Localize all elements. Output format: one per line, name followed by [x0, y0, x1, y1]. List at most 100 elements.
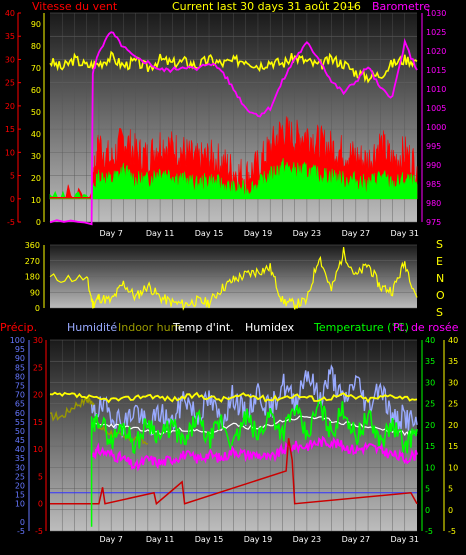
temp-outer-tick-label: 35 — [448, 357, 458, 366]
wind-axis-tick-label: 0 — [10, 195, 15, 204]
temp-outer-tick-label: 10 — [448, 463, 458, 472]
degree-axis-tick-label: 360 — [25, 241, 40, 250]
temp-outer-tick-label: 15 — [448, 442, 458, 451]
compass-label: S — [436, 238, 443, 251]
humidity-series-top — [49, 50, 418, 84]
humidity-axis-tick-label: 20 — [31, 174, 41, 183]
humidity-axis-tick-label: 40 — [31, 130, 41, 139]
temp-inner-tick-label: 0 — [425, 506, 430, 515]
x-tick-label: Day 15 — [195, 229, 224, 238]
temp-inner-tick-label: 40 — [425, 336, 435, 345]
baro-axis-tick-label: 1015 — [426, 66, 446, 75]
temperature-series — [90, 398, 418, 455]
x-tick-label: Day 19 — [244, 535, 273, 544]
precip-axis-tick-label: 100 — [10, 336, 25, 345]
temp-outer-tick-label: 40 — [448, 336, 458, 345]
precip-axis-tick-label: 85 — [15, 363, 25, 372]
temp-outer-tick-label: 0 — [448, 506, 453, 515]
precip-axis-tick-label: 65 — [15, 400, 25, 409]
humidity-axis-tick-label: 30 — [31, 152, 41, 161]
barometer-axis: 975 980 985 990 995 1000 1005 1010 1015 1020 1025 1… — [421, 9, 446, 227]
bottom-legend: Précip. Humidité Indoor hum Temp d'int. … — [0, 321, 459, 334]
humidity-axis-tick-label: 10 — [33, 445, 43, 454]
wind-speed-label: Vitesse du vent — [32, 0, 118, 13]
baro-axis-tick-label: 995 — [426, 142, 441, 151]
degree-axis-tick-label: 0 — [35, 304, 40, 313]
baro-axis-tick-label: 980 — [426, 199, 441, 208]
temperature-axis-outer: -5 0 5 10 15 20 25 30 35 40 — [443, 336, 458, 536]
wind-axis-tick-label: 40 — [5, 9, 15, 18]
wind-gust-series — [49, 158, 418, 200]
temperature-panel: -501015202530354045505560657075808590951… — [10, 336, 458, 544]
compass-label: E — [436, 255, 443, 268]
precip-axis-tick-label: 25 — [15, 472, 25, 481]
barometer-series — [49, 31, 418, 226]
humidity-axis-tick-label: 30 — [33, 336, 43, 345]
wind-axis-tick-label: 30 — [5, 55, 15, 64]
degree-axis-tick-label: 270 — [25, 257, 40, 266]
precip-axis-tick-label: 80 — [15, 372, 25, 381]
x-tick-label: Day 31 — [391, 229, 420, 238]
compass-label: O — [436, 289, 445, 302]
title-separator: --- — [343, 0, 355, 13]
humidity-series-bottom — [49, 391, 418, 404]
temp-inner-tick-label: 15 — [425, 442, 435, 451]
wind-axis-tick-label: -5 — [7, 218, 15, 227]
x-tick-label: Day 11 — [146, 535, 175, 544]
temp-outer-tick-label: 20 — [448, 421, 458, 430]
humidity-axis-tick-label: 5 — [38, 472, 43, 481]
wind-axis-tick-label: 35 — [5, 32, 15, 41]
x-tick-label: Day 11 — [146, 229, 175, 238]
precipitation-axis: -50 1015202530354045505560657075808590951… — [10, 336, 30, 536]
legend-temperature: Temperature (°C) — [313, 321, 409, 334]
precip-axis-tick-label: 15 — [15, 491, 25, 500]
temp-inner-tick-label: -5 — [425, 527, 433, 536]
baro-axis-tick-label: 1005 — [426, 104, 446, 113]
humidity-axis-tick-label: 60 — [31, 86, 41, 95]
precip-axis-tick-label: 10 — [15, 500, 25, 509]
precip-axis-tick-label: 30 — [15, 463, 25, 472]
temperature-series — [49, 364, 418, 527]
legend-humidex: Humidex — [245, 321, 295, 334]
temp-outer-tick-label: 25 — [448, 400, 458, 409]
temp-inner-tick-label: 25 — [425, 400, 435, 409]
wind-direction-series — [49, 247, 418, 311]
x-tick-label: Day 23 — [293, 535, 322, 544]
baro-axis-tick-label: 975 — [426, 218, 441, 227]
humidity-axis-bottom: -5 0 5 10 15 20 25 30 — [33, 336, 47, 536]
precip-axis-tick-label: 60 — [15, 409, 25, 418]
temp-outer-tick-label: -5 — [448, 527, 456, 536]
temperature-axis-inner: -5 0 5 10 15 20 25 30 35 40 — [421, 336, 435, 536]
legend-precip: Précip. — [0, 321, 37, 334]
baro-axis-tick-label: 985 — [426, 180, 441, 189]
precip-axis-tick-label: 0 — [20, 518, 25, 527]
compass-label: N — [436, 272, 444, 285]
wind-direction-degree-axis: 0 90 180 270 360 — [25, 241, 45, 313]
baro-axis-tick-label: 1010 — [426, 85, 446, 94]
baro-axis-tick-label: 1020 — [426, 47, 446, 56]
temperature-plot-grid — [50, 339, 417, 532]
humidity-axis-top: 0 10 20 30 40 50 60 70 80 90 — [31, 13, 45, 227]
baro-axis-tick-label: 1000 — [426, 123, 446, 132]
x-tick-label: Day 15 — [195, 535, 224, 544]
x-tick-label: Day 7 — [99, 229, 122, 238]
humidity-axis-tick-label: 0 — [38, 500, 43, 509]
degree-axis-tick-label: 90 — [30, 288, 40, 297]
humidity-axis-tick-label: 25 — [33, 363, 43, 372]
wind-axis-tick-label: 15 — [5, 125, 15, 134]
humidity-axis-tick-label: 15 — [33, 418, 43, 427]
wind-axis-tick-label: 10 — [5, 148, 15, 157]
humidity-axis-tick-label: 80 — [31, 42, 41, 51]
wind-plot-x-ticks: Day 7 Day 11 Day 15 Day 19 Day 23 Day 27 Day 3… — [99, 229, 419, 238]
baro-axis-tick-label: 1025 — [426, 28, 446, 37]
wind-direction-series — [49, 247, 418, 311]
precip-axis-tick-label: 55 — [15, 418, 25, 427]
temp-outer-tick-label: 5 — [448, 485, 453, 494]
precip-axis-tick-label: -5 — [17, 527, 25, 536]
temp-outer-tick-label: 30 — [448, 378, 458, 387]
precip-axis-tick-label: 90 — [15, 354, 25, 363]
temp-inner-tick-label: 30 — [425, 378, 435, 387]
humidity-axis-tick-label: 90 — [31, 20, 41, 29]
